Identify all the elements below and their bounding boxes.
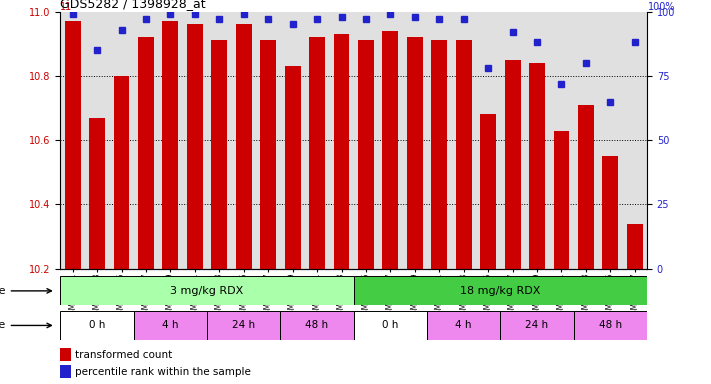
Text: 24 h: 24 h (232, 320, 255, 331)
Bar (602, 156, 619, 269)
Bar (333, 34, 349, 269)
Text: time: time (0, 320, 51, 331)
Text: 4 h: 4 h (456, 320, 472, 331)
Bar (280, 311, 353, 340)
Bar (383, 31, 398, 269)
Text: dose: dose (0, 286, 51, 296)
Bar (138, 37, 154, 269)
Bar (284, 66, 301, 269)
Text: 11: 11 (60, 2, 73, 12)
Bar (427, 311, 501, 340)
Bar (358, 40, 374, 269)
Bar (60, 365, 71, 379)
Bar (207, 311, 280, 340)
Bar (432, 40, 447, 269)
Text: 3 mg/kg RDX: 3 mg/kg RDX (171, 286, 244, 296)
Text: percentile rank within the sample: percentile rank within the sample (75, 367, 251, 377)
Bar (114, 76, 129, 269)
Bar (456, 40, 471, 269)
Text: transformed count: transformed count (75, 349, 172, 359)
Bar (354, 276, 647, 305)
Bar (354, 311, 427, 340)
Text: 18 mg/kg RDX: 18 mg/kg RDX (460, 286, 540, 296)
Text: 100%: 100% (648, 2, 675, 12)
Bar (627, 224, 643, 269)
Text: 4 h: 4 h (162, 320, 178, 331)
Bar (480, 114, 496, 269)
Bar (578, 105, 594, 269)
Bar (211, 40, 228, 269)
Bar (574, 311, 647, 340)
Bar (134, 311, 207, 340)
Text: 0 h: 0 h (383, 320, 399, 331)
Bar (163, 21, 178, 269)
Bar (60, 311, 134, 340)
Bar (309, 37, 325, 269)
Text: 24 h: 24 h (525, 320, 549, 331)
Bar (60, 348, 71, 361)
Bar (187, 24, 203, 269)
Text: 0 h: 0 h (89, 320, 105, 331)
Text: GDS5282 / 1398928_at: GDS5282 / 1398928_at (60, 0, 206, 10)
Bar (236, 24, 252, 269)
Bar (89, 118, 105, 269)
Bar (65, 21, 80, 269)
Bar (505, 60, 520, 269)
Bar (60, 276, 354, 305)
Bar (407, 37, 423, 269)
Bar (554, 131, 570, 269)
Bar (501, 311, 574, 340)
Text: 48 h: 48 h (306, 320, 328, 331)
Bar (260, 40, 276, 269)
Bar (529, 63, 545, 269)
Text: 48 h: 48 h (599, 320, 622, 331)
